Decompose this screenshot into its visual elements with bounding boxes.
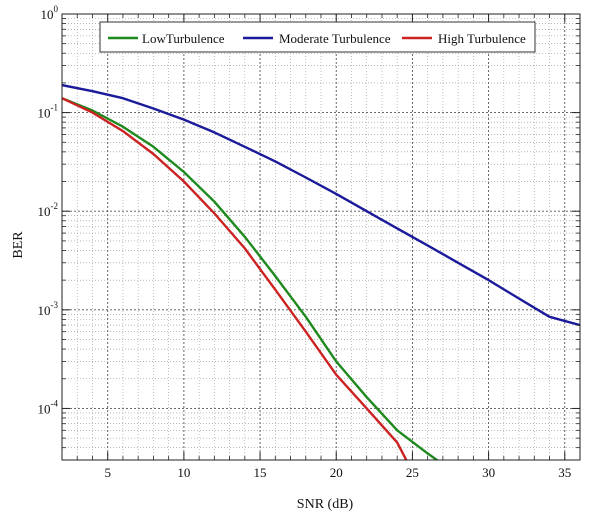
x-tick-label: 30 (482, 465, 495, 480)
legend: LowTurbulence Moderate Turbulence High T… (99, 21, 536, 53)
y-tick-labels: 10-4 10-3 10-2 10-1 100 (38, 4, 59, 416)
y-tick-label: 10-3 (38, 300, 59, 318)
series-line-high-turbulence (62, 96, 408, 460)
y-tick-label: 10-1 (38, 103, 59, 121)
x-tick-label: 15 (254, 465, 267, 480)
series-line-moderate-turbulence (62, 83, 580, 327)
x-tick-labels: 5 10 15 20 25 30 35 (104, 465, 571, 480)
legend-label-low: LowTurbulence (142, 31, 225, 46)
y-axis-title: BER (11, 231, 26, 259)
x-tick-label: 10 (177, 465, 190, 480)
x-tick-label: 5 (104, 465, 111, 480)
series-layer (62, 83, 580, 460)
y-tick-label: 10-4 (38, 398, 59, 416)
x-tick-label: 20 (330, 465, 343, 480)
y-tick-label: 10-2 (38, 201, 59, 219)
legend-box (99, 21, 536, 53)
axis-ticks (61, 13, 581, 461)
legend-label-high: High Turbulence (438, 31, 526, 46)
x-tick-label: 25 (406, 465, 419, 480)
x-tick-label: 35 (558, 465, 571, 480)
series-line-low-turbulence (62, 96, 438, 460)
y-tick-label: 100 (41, 4, 59, 22)
legend-label-moderate: Moderate Turbulence (279, 31, 391, 46)
x-axis-title: SNR (dB) (297, 497, 354, 512)
